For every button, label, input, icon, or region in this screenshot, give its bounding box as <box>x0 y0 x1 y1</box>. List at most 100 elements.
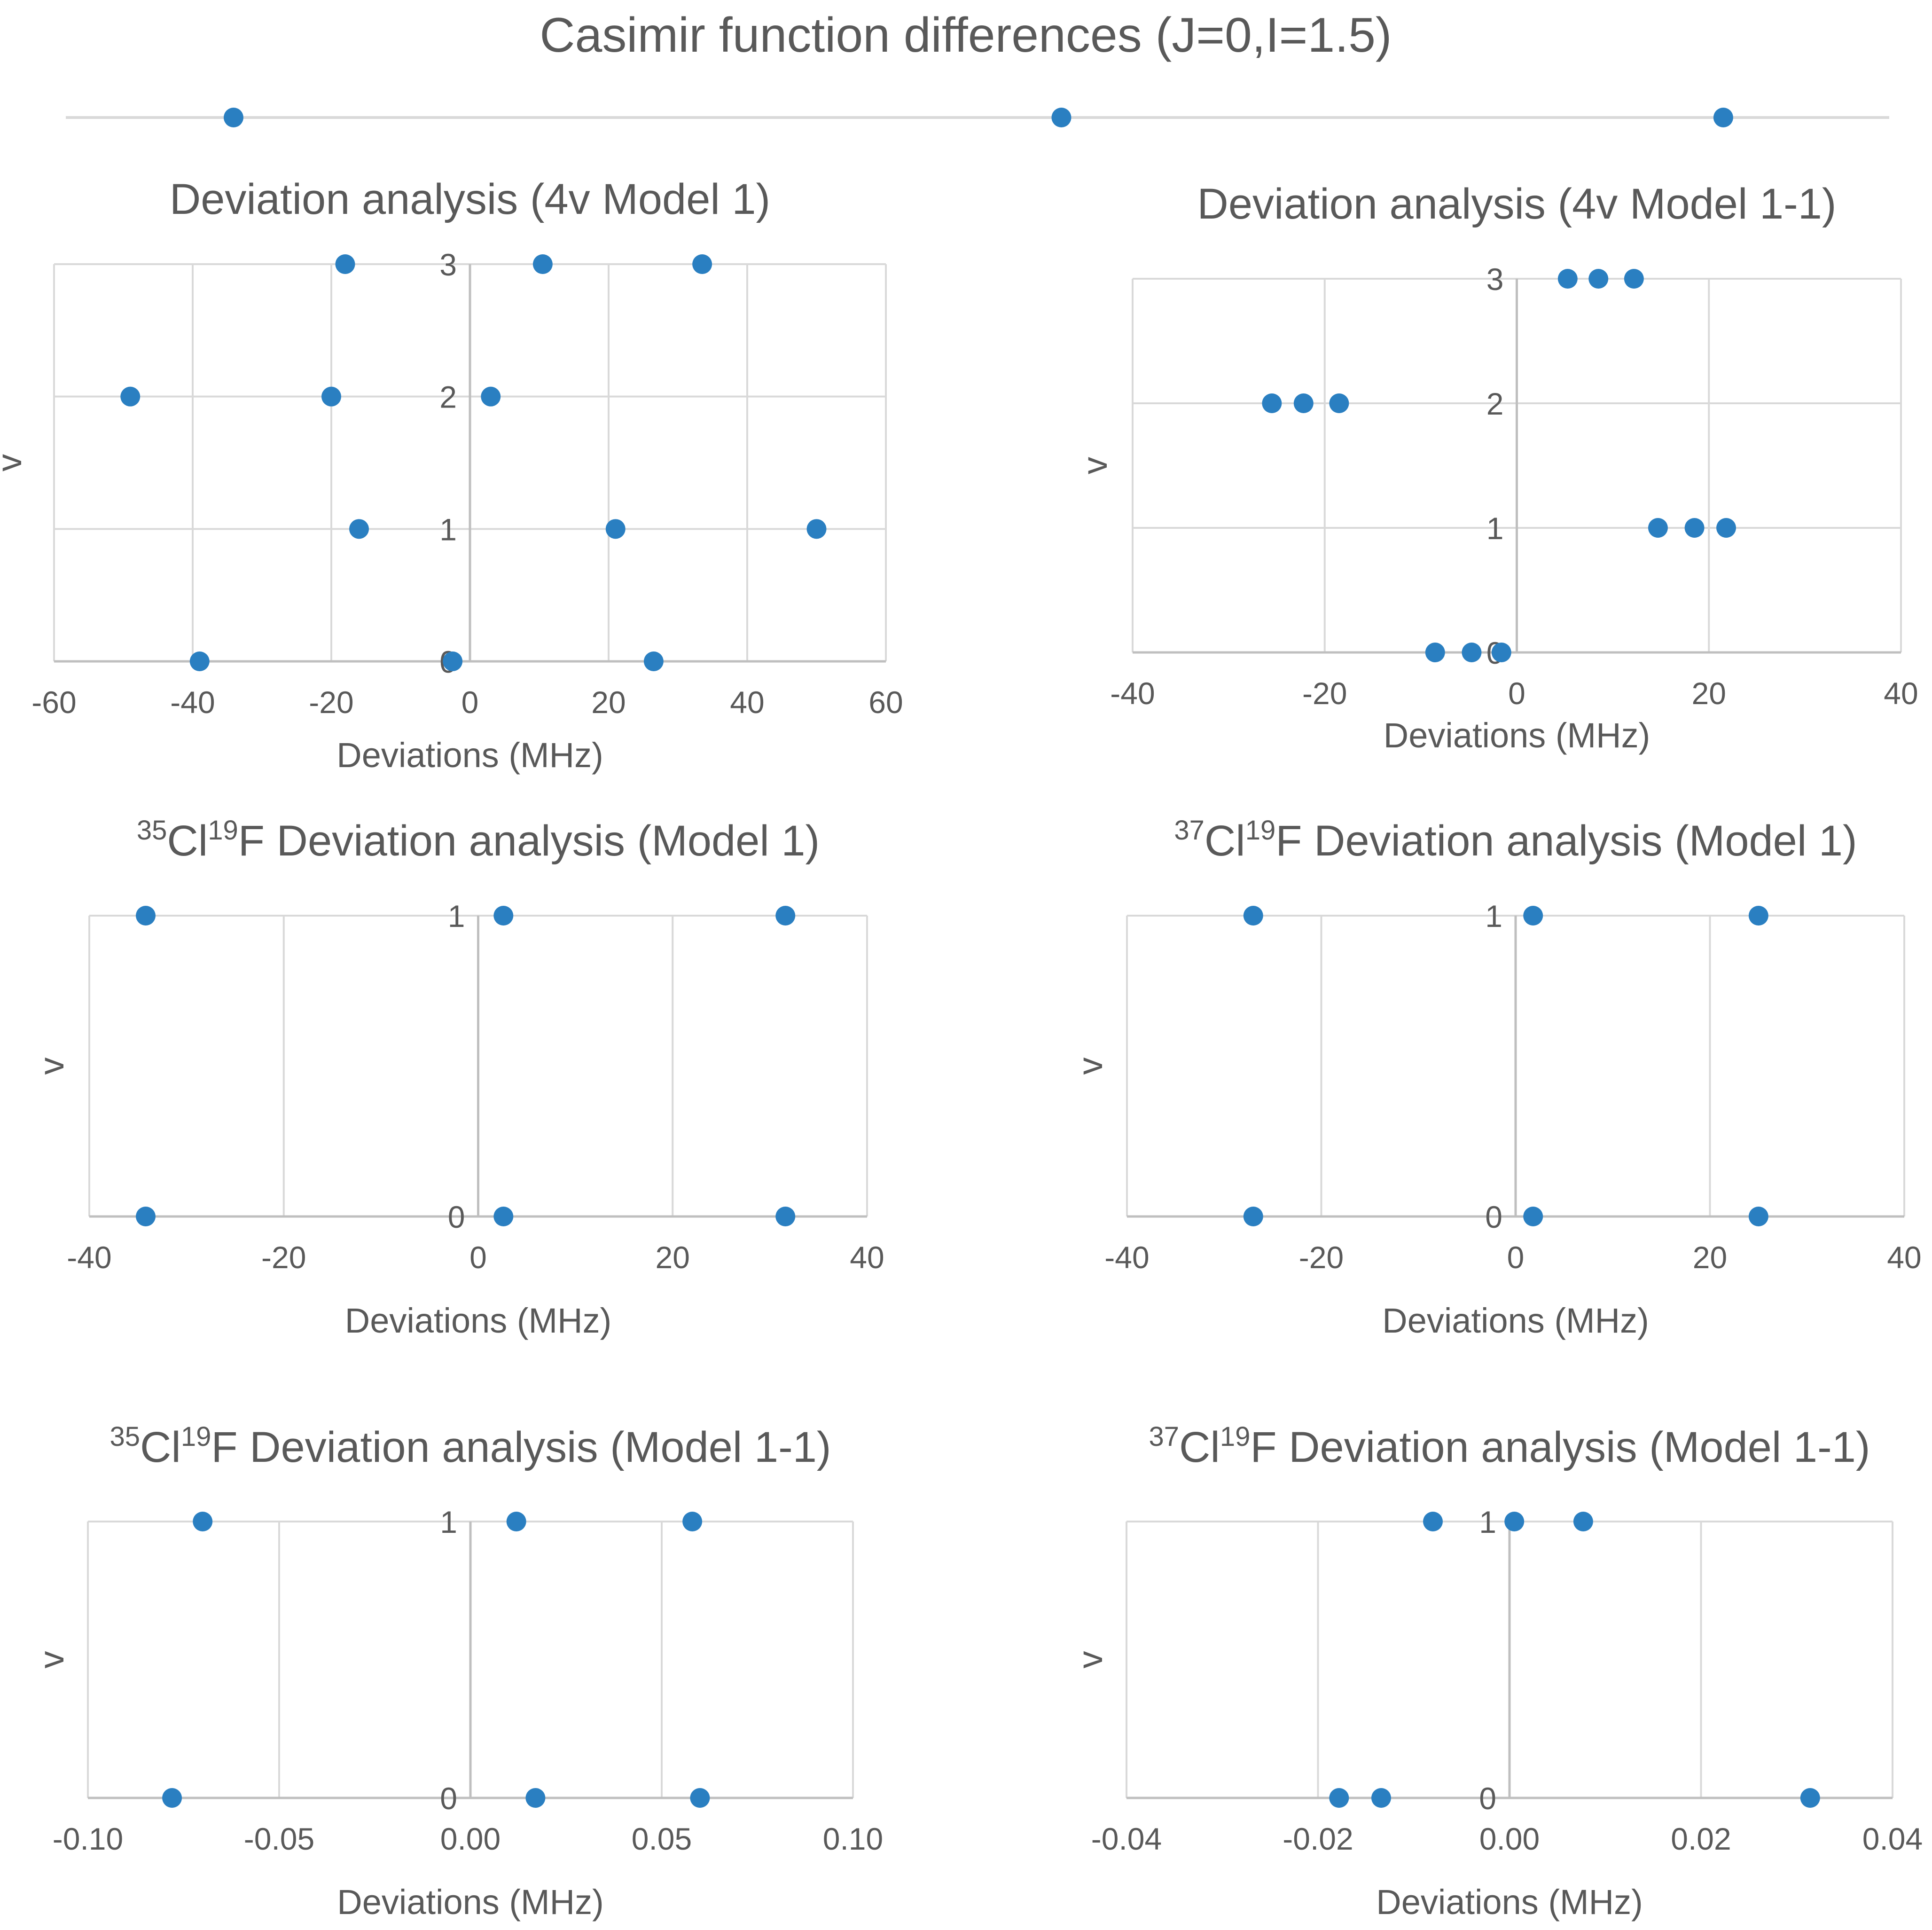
data-point <box>135 1207 156 1226</box>
data-point <box>1684 518 1705 538</box>
x-tick-label: 0.02 <box>1671 1821 1731 1856</box>
x-tick-label: -20 <box>1299 1240 1344 1275</box>
x-tick-label: 0.10 <box>823 1821 883 1856</box>
data-point <box>189 651 210 671</box>
y-axis-title: v <box>1071 1651 1110 1669</box>
data-point <box>1523 1207 1543 1226</box>
data-point <box>806 519 827 539</box>
data-point <box>321 386 341 407</box>
title-text: F Deviation analysis (Model 1) <box>1275 817 1857 865</box>
title-text: Cl <box>140 1423 181 1471</box>
data-point <box>1504 1512 1525 1531</box>
y-axis-title: v <box>1075 457 1114 474</box>
y-tick-label: 1 <box>448 899 465 934</box>
data-point <box>349 519 369 539</box>
x-tick-label: 20 <box>591 685 626 720</box>
data-point <box>481 386 501 407</box>
y-axis-title: v <box>32 1651 71 1669</box>
chart-title: Deviation analysis (4v Model 1) <box>170 175 770 223</box>
strip-point-2 <box>1713 108 1733 127</box>
x-tick-label: 20 <box>1692 676 1726 711</box>
x-tick-label: -40 <box>170 685 215 720</box>
data-point <box>1748 906 1768 926</box>
data-point <box>1491 643 1511 662</box>
y-tick-label: 1 <box>439 512 457 547</box>
title-text: Deviation analysis (4v Model 1) <box>170 175 770 223</box>
chart-title: Deviation analysis (4v Model 1-1) <box>1197 180 1836 228</box>
chart-cl35f-model1: 35Cl19F Deviation analysis (Model 1) -40 -… <box>32 815 884 1340</box>
title-text: Cl <box>167 817 208 865</box>
data-point <box>775 906 796 926</box>
x-tick-label: -40 <box>1110 676 1155 711</box>
data-point <box>1329 1788 1349 1808</box>
x-tick-label: 0 <box>461 685 479 720</box>
chart-title: 35Cl19F Deviation analysis (Model 1-1) <box>110 1421 831 1471</box>
x-tick-label: 0.04 <box>1862 1821 1923 1856</box>
title-text: F Deviation analysis (Model 1) <box>238 817 820 865</box>
data-point <box>1371 1788 1391 1808</box>
title-superscript: 37 <box>1174 815 1205 846</box>
y-tick-label: 0 <box>1479 1781 1496 1816</box>
y-tick-label: 0 <box>440 1781 457 1816</box>
data-point <box>120 386 141 407</box>
data-point <box>1243 906 1263 926</box>
y-tick-label: 3 <box>1486 262 1504 297</box>
chart-title: 37Cl19F Deviation analysis (Model 1-1) <box>1149 1421 1870 1471</box>
x-axis-title: Deviations (MHz) <box>1376 1883 1643 1922</box>
title-superscript: 19 <box>1220 1421 1251 1452</box>
x-tick-label: -60 <box>31 685 76 720</box>
y-tick-label: 0 <box>1485 1200 1502 1234</box>
title-text: F Deviation analysis (Model 1-1) <box>1250 1423 1870 1471</box>
data-point <box>1573 1512 1593 1531</box>
x-tick-label: 0 <box>1507 1240 1525 1275</box>
y-tick-label: 1 <box>440 1505 457 1539</box>
page-title: Casimir function differences (J=0,I=1.5) <box>540 8 1392 63</box>
data-point <box>775 1207 796 1226</box>
x-tick-label: 40 <box>850 1240 884 1275</box>
x-tick-label: 20 <box>1693 1240 1727 1275</box>
data-point <box>1423 1512 1443 1531</box>
x-tick-label: 40 <box>1884 676 1918 711</box>
title-text: Cl <box>1205 817 1245 865</box>
title-text: Deviation analysis (4v Model 1-1) <box>1197 180 1836 228</box>
data-point <box>443 651 463 671</box>
y-tick-label: 2 <box>1486 386 1504 421</box>
x-axis-title: Deviations (MHz) <box>1382 1301 1649 1340</box>
x-tick-label: -20 <box>309 685 353 720</box>
x-tick-label: 0.00 <box>1479 1821 1540 1856</box>
title-superscript: 19 <box>208 815 238 846</box>
title-superscript: 35 <box>137 815 167 846</box>
x-tick-label: -0.10 <box>53 1821 123 1856</box>
data-point <box>690 1788 710 1808</box>
y-axis-title: v <box>0 454 29 471</box>
title-superscript: 37 <box>1149 1421 1179 1452</box>
data-point <box>1425 643 1445 662</box>
data-point <box>1648 518 1668 538</box>
chart-top-strip <box>66 108 1889 127</box>
x-tick-label: -20 <box>1302 676 1347 711</box>
data-point <box>493 1207 514 1226</box>
data-point <box>692 254 712 274</box>
x-tick-label: -0.04 <box>1091 1821 1162 1856</box>
data-point <box>1557 269 1578 289</box>
data-point <box>506 1512 526 1531</box>
x-tick-label: -0.05 <box>244 1821 314 1856</box>
data-point <box>135 906 156 926</box>
x-tick-label: 20 <box>656 1240 690 1275</box>
y-axis-title: v <box>32 1058 71 1075</box>
y-tick-label: 0 <box>448 1200 465 1234</box>
chart-cl37f-model1-1: 37Cl19F Deviation analysis (Model 1-1) -0… <box>1071 1421 1923 1922</box>
data-point <box>1293 393 1314 413</box>
data-point <box>1716 518 1736 538</box>
data-point <box>1243 1207 1263 1226</box>
data-point <box>1262 393 1282 413</box>
y-axis-title: v <box>1071 1058 1110 1075</box>
x-tick-label: -40 <box>1104 1240 1149 1275</box>
chart-title: 37Cl19F Deviation analysis (Model 1) <box>1174 815 1857 865</box>
x-tick-label: 40 <box>730 685 764 720</box>
data-point <box>525 1788 546 1808</box>
x-tick-label: 0 <box>469 1240 487 1275</box>
data-point <box>193 1512 213 1531</box>
y-tick-label: 1 <box>1485 899 1502 934</box>
